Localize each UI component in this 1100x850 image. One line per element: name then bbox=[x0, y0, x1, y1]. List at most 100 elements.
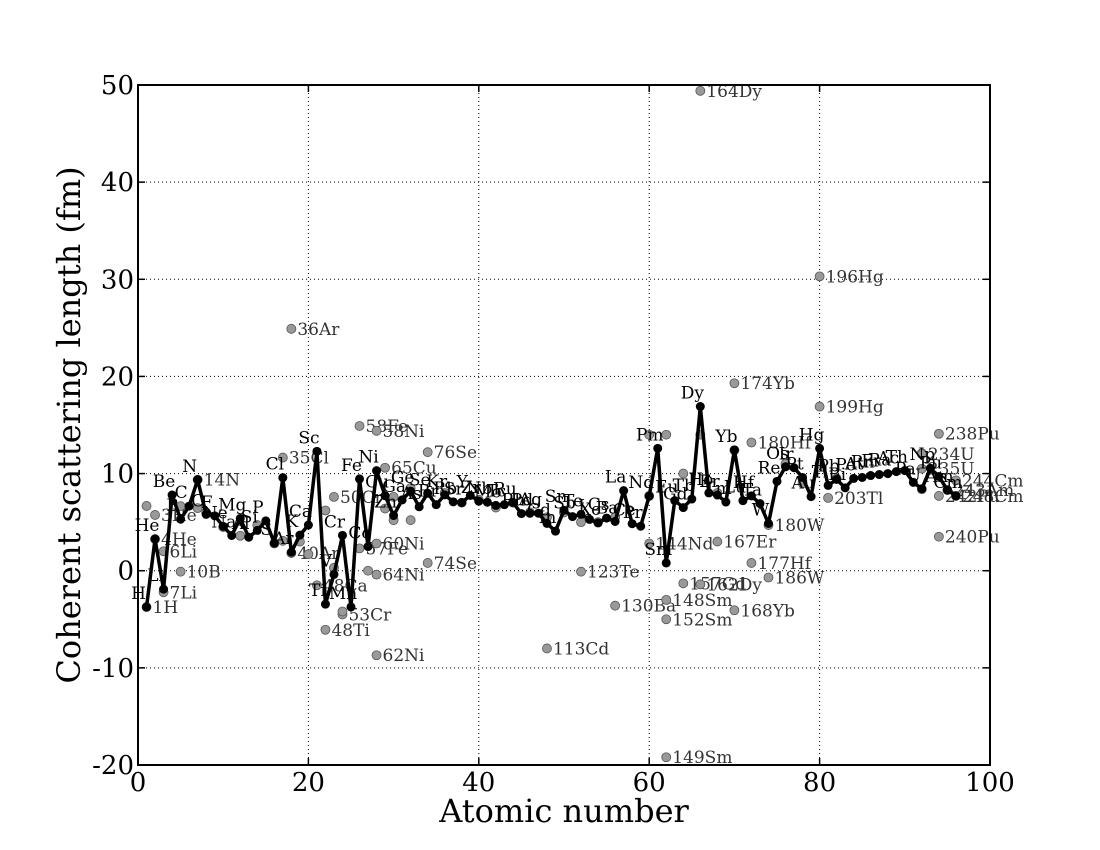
isotope-label: 148Sm bbox=[672, 591, 732, 611]
element-point bbox=[840, 483, 850, 493]
x-tick-label: 80 bbox=[803, 768, 836, 798]
element-label: Pd bbox=[511, 490, 533, 510]
isotope-label: 243Am bbox=[953, 481, 1014, 501]
element-label: Ba bbox=[596, 498, 619, 518]
isotope-point bbox=[933, 428, 944, 439]
element-label: K bbox=[286, 512, 299, 532]
element-point bbox=[457, 498, 467, 508]
element-point bbox=[193, 475, 203, 485]
element-point bbox=[874, 470, 884, 480]
element-label: Sc bbox=[298, 428, 319, 448]
isotope-label: 60Ni bbox=[383, 535, 426, 555]
element-label: At bbox=[844, 454, 864, 474]
isotope-point bbox=[644, 538, 655, 549]
element-point bbox=[320, 599, 330, 609]
isotope-label: 53Cr bbox=[348, 605, 392, 625]
isotope-point bbox=[371, 569, 382, 580]
element-label: B bbox=[166, 496, 179, 516]
isotope-point bbox=[337, 606, 348, 617]
element-point bbox=[746, 491, 756, 501]
element-label: Ca bbox=[289, 502, 312, 522]
element-point bbox=[397, 495, 407, 505]
element-label: Fe bbox=[341, 456, 362, 476]
element-label: Pr bbox=[623, 503, 643, 523]
isotope-point bbox=[746, 558, 757, 568]
isotope-label: 113Cd bbox=[553, 639, 609, 659]
x-tick-label: 20 bbox=[292, 768, 325, 798]
element-label: Nd bbox=[628, 473, 654, 493]
element-label: Eu bbox=[655, 478, 678, 498]
element-label: Rn bbox=[851, 453, 875, 473]
element-label: Si bbox=[241, 507, 259, 527]
isotope-point bbox=[576, 566, 586, 577]
element-label: Hg bbox=[799, 425, 825, 445]
isotope-point bbox=[729, 378, 740, 389]
element-point bbox=[763, 519, 773, 529]
element-label: Np bbox=[909, 445, 935, 465]
element-point bbox=[474, 496, 484, 506]
element-point bbox=[201, 509, 211, 519]
y-tick-label: 20 bbox=[101, 362, 134, 392]
element-label: C bbox=[175, 483, 188, 503]
element-label: W bbox=[752, 501, 770, 521]
y-tick-label: -10 bbox=[92, 654, 134, 684]
element-point bbox=[585, 514, 595, 524]
y-tick-label: 30 bbox=[101, 265, 134, 295]
element-label: U bbox=[907, 466, 921, 486]
isotope-label: 199Hg bbox=[826, 398, 884, 418]
x-tick-label: 40 bbox=[462, 768, 495, 798]
element-label: Nb bbox=[466, 479, 492, 499]
isotope-label: 240Pu bbox=[945, 528, 1000, 548]
isotope-point bbox=[405, 515, 416, 526]
element-label: S bbox=[260, 520, 272, 540]
element-label: Sb bbox=[553, 494, 576, 514]
y-tick-label: -20 bbox=[92, 751, 134, 781]
x-tick-label: 100 bbox=[965, 768, 1015, 798]
element-point bbox=[908, 477, 918, 487]
element-point bbox=[806, 492, 816, 502]
isotope-point bbox=[678, 578, 689, 589]
element-label: In bbox=[539, 508, 557, 528]
isotope-label: 234U bbox=[928, 445, 975, 465]
isotope-label: 48Ca bbox=[323, 576, 368, 596]
element-label: Ta bbox=[742, 481, 762, 501]
isotope-point bbox=[746, 437, 757, 448]
element-point bbox=[832, 474, 842, 484]
element-point bbox=[857, 472, 867, 482]
element-label: Mo bbox=[474, 482, 502, 502]
element-point bbox=[891, 467, 901, 477]
element-point bbox=[159, 584, 169, 594]
isotope-point bbox=[814, 271, 825, 282]
element-point bbox=[636, 521, 646, 531]
plot-area-frame bbox=[137, 84, 991, 766]
isotope-point bbox=[712, 536, 723, 547]
isotope-label: 164Dy bbox=[706, 82, 762, 102]
isotope-label: 36Ar bbox=[297, 320, 340, 340]
element-label: Zn bbox=[374, 493, 397, 513]
element-point bbox=[687, 494, 697, 504]
isotope-point bbox=[422, 447, 433, 458]
element-point bbox=[670, 496, 680, 506]
element-point bbox=[389, 511, 399, 521]
element-label: Ag bbox=[518, 490, 542, 510]
isotope-label: 203Tl bbox=[834, 489, 883, 509]
y-tick-label: 0 bbox=[117, 557, 134, 587]
isotope-point bbox=[371, 650, 382, 661]
element-point bbox=[363, 542, 373, 552]
element-point bbox=[738, 496, 748, 506]
element-point bbox=[252, 525, 262, 535]
isotope-label: 76Se bbox=[434, 443, 477, 463]
element-label: Tl bbox=[812, 462, 829, 482]
element-label: Er bbox=[699, 472, 720, 492]
element-label: Ar bbox=[272, 529, 294, 549]
element-point bbox=[423, 488, 433, 498]
element-point bbox=[346, 602, 356, 612]
element-label: Pa bbox=[895, 459, 916, 479]
element-point bbox=[883, 469, 893, 479]
element-point bbox=[210, 511, 220, 521]
isotope-label: 123Te bbox=[587, 563, 640, 583]
isotope-label: 65Cu bbox=[391, 459, 437, 479]
isotope-point bbox=[286, 323, 297, 334]
element-point bbox=[542, 518, 552, 528]
